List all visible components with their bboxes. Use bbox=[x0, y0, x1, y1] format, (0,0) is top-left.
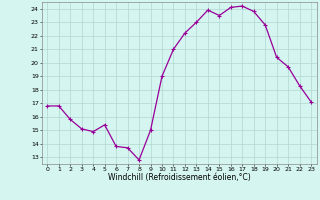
X-axis label: Windchill (Refroidissement éolien,°C): Windchill (Refroidissement éolien,°C) bbox=[108, 173, 251, 182]
